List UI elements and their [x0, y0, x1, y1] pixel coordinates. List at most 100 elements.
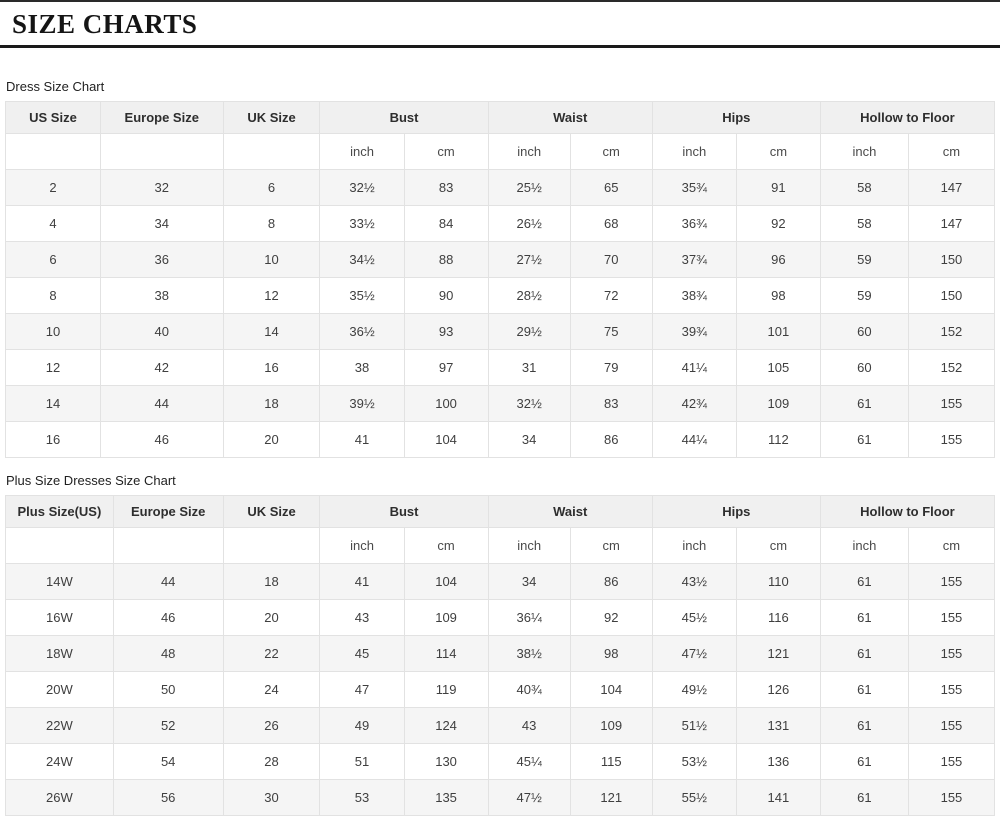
table-cell: 51: [319, 743, 405, 780]
table-cell: 34: [487, 563, 571, 600]
table-cell: 42: [99, 349, 224, 386]
table-cell: 155: [907, 385, 996, 422]
table-cell: 28½: [487, 277, 571, 314]
title-divider: [0, 45, 1000, 48]
table-cell: 33½: [319, 205, 405, 242]
table-cell: 47: [319, 671, 405, 708]
table-cell: 46: [99, 421, 224, 458]
table-cell: 58: [819, 205, 909, 242]
unit-header: cm: [907, 527, 996, 564]
unit-header: inch: [487, 133, 571, 170]
table-cell: 75: [569, 313, 653, 350]
table-cell: 4: [5, 205, 101, 242]
table-cell: 31: [487, 349, 571, 386]
table-cell: 91: [735, 169, 821, 206]
unit-header: inch: [319, 527, 405, 564]
table-cell: 155: [907, 707, 996, 744]
unit-header: cm: [735, 133, 821, 170]
table-cell: 20W: [5, 671, 114, 708]
table-cell: 109: [735, 385, 821, 422]
table-cell: 44¼: [651, 421, 737, 458]
table-cell: 110: [735, 563, 821, 600]
table-cell: 155: [907, 599, 996, 636]
unit-header: cm: [907, 133, 996, 170]
empty-header-cell: [5, 133, 101, 170]
table-cell: 40: [99, 313, 224, 350]
table-cell: 25½: [487, 169, 571, 206]
table-row: 24W 54 28 51 130 45¼ 115 53½ 136 61 155: [5, 743, 996, 780]
table-cell: 131: [735, 707, 821, 744]
table-cell: 61: [819, 707, 909, 744]
dress-size-chart-table: US Size Europe Size UK Size Bust Waist Hips Ho…: [5, 101, 996, 458]
table-cell: 36: [99, 241, 224, 278]
unit-header: inch: [651, 527, 737, 564]
table-cell: 40¾: [487, 671, 571, 708]
table-cell: 16W: [5, 599, 114, 636]
table-row: 16 46 20 41 104 34 86 44¼ 112 61 155: [5, 421, 996, 458]
table-cell: 26: [222, 707, 321, 744]
table-cell: 27½: [487, 241, 571, 278]
section-label-plus-size-chart: Plus Size Dresses Size Chart: [6, 473, 176, 488]
column-group-header: Hips: [651, 101, 821, 134]
table-cell: 16: [222, 349, 321, 386]
table-cell: 47½: [487, 779, 571, 816]
table-cell: 52: [112, 707, 224, 744]
table-cell: 22W: [5, 707, 114, 744]
table-cell: 70: [569, 241, 653, 278]
table-cell: 150: [907, 277, 996, 314]
table-row: 14W 44 18 41 104 34 86 43½ 110 61 155: [5, 563, 996, 600]
table-cell: 126: [735, 671, 821, 708]
table-cell: 10: [222, 241, 321, 278]
table-cell: 38: [319, 349, 405, 386]
table-cell: 49½: [651, 671, 737, 708]
table-cell: 59: [819, 277, 909, 314]
table-cell: 36¾: [651, 205, 737, 242]
table-cell: 105: [735, 349, 821, 386]
table-cell: 104: [569, 671, 653, 708]
unit-header: inch: [819, 133, 909, 170]
table-row: 20W 50 24 47 119 40¾ 104 49½ 126 61 155: [5, 671, 996, 708]
table-cell: 86: [569, 421, 653, 458]
table-cell: 12: [222, 277, 321, 314]
table-cell: 39¾: [651, 313, 737, 350]
top-border-line: [0, 0, 1000, 2]
table-cell: 155: [907, 671, 996, 708]
plus-size-dresses-chart-table: Plus Size(US) Europe Size UK Size Bust Waist…: [5, 495, 996, 816]
table-cell: 32½: [319, 169, 405, 206]
column-header: Europe Size: [112, 495, 224, 528]
table-cell: 14: [5, 385, 101, 422]
table-cell: 155: [907, 635, 996, 672]
table-cell: 18: [222, 385, 321, 422]
table-cell: 104: [403, 421, 489, 458]
table-cell: 119: [403, 671, 489, 708]
unit-header-row: inch cm inch cm inch cm inch cm: [5, 527, 996, 564]
table-cell: 44: [112, 563, 224, 600]
table-cell: 60: [819, 349, 909, 386]
table-cell: 61: [819, 599, 909, 636]
table-cell: 38: [99, 277, 224, 314]
table-cell: 84: [403, 205, 489, 242]
table-cell: 18: [222, 563, 321, 600]
table-cell: 135: [403, 779, 489, 816]
table-cell: 61: [819, 635, 909, 672]
table-cell: 55½: [651, 779, 737, 816]
table-cell: 24: [222, 671, 321, 708]
table-cell: 83: [403, 169, 489, 206]
table-cell: 155: [907, 421, 996, 458]
table-cell: 61: [819, 563, 909, 600]
table-cell: 50: [112, 671, 224, 708]
table-cell: 26½: [487, 205, 571, 242]
table-row: 12 42 16 38 97 31 79 41¼ 105 60 152: [5, 349, 996, 386]
table-cell: 92: [569, 599, 653, 636]
table-cell: 98: [735, 277, 821, 314]
table-cell: 38¾: [651, 277, 737, 314]
column-header: UK Size: [222, 495, 321, 528]
table-cell: 112: [735, 421, 821, 458]
empty-header-cell: [5, 527, 114, 564]
table-cell: 30: [222, 779, 321, 816]
table-cell: 116: [735, 599, 821, 636]
table-cell: 49: [319, 707, 405, 744]
table-cell: 101: [735, 313, 821, 350]
page-title: SIZE CHARTS: [12, 9, 198, 39]
unit-header: inch: [487, 527, 571, 564]
